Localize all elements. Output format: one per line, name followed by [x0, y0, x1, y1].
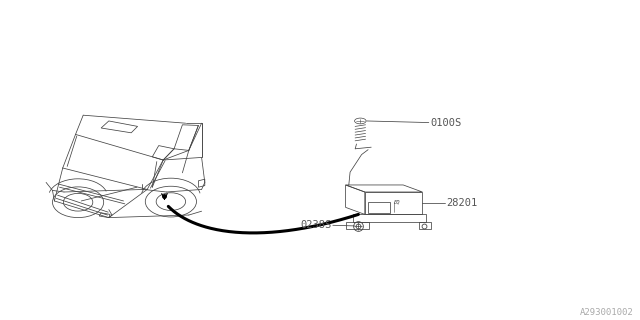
Text: EQ: EQ — [394, 199, 400, 204]
Text: 0238S: 0238S — [300, 220, 332, 230]
Text: 0100S: 0100S — [430, 117, 461, 128]
Text: 28201: 28201 — [446, 198, 477, 208]
Text: A293001002: A293001002 — [580, 308, 634, 317]
